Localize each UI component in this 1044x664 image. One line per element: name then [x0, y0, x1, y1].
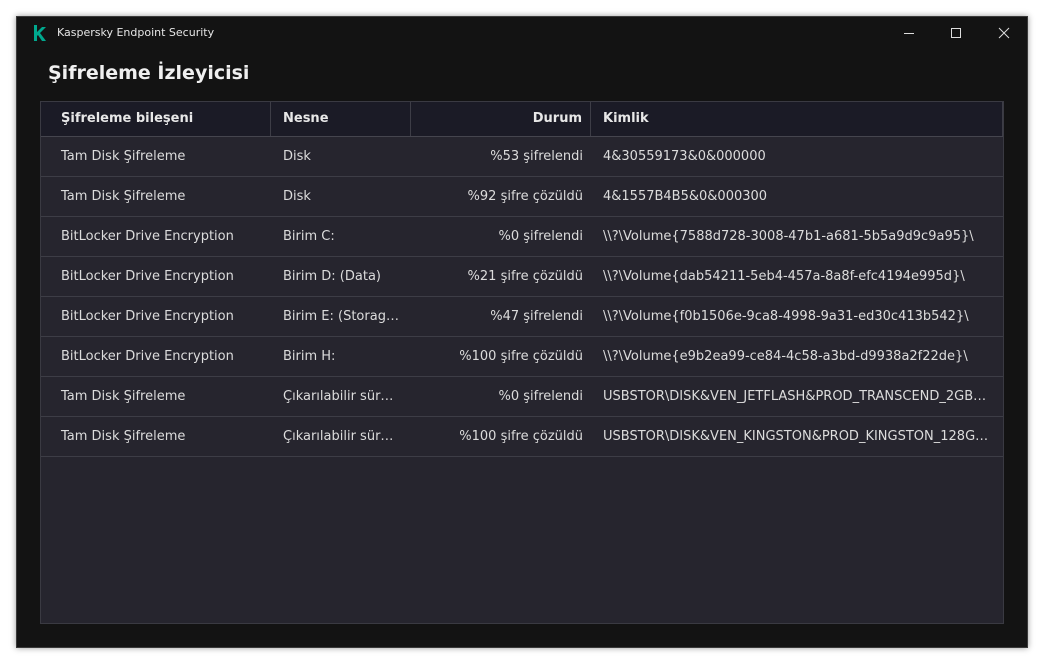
- column-header-id[interactable]: Kimlik: [591, 102, 1003, 136]
- column-header-object[interactable]: Nesne: [271, 102, 411, 136]
- cell-object: Çıkarılabilir sürücü: [283, 429, 405, 444]
- cell-id: \\?\Volume{e9b2ea99-ce84-4c58-a3bd-d9938…: [603, 349, 968, 364]
- cell-status: %100 şifre çözüldü: [459, 349, 583, 364]
- cell-object: Disk: [283, 189, 311, 204]
- minimize-icon: [904, 33, 914, 34]
- table-row[interactable]: BitLocker Drive Encryption Birim E: (Stor…: [41, 297, 1003, 337]
- page-title: Şifreleme İzleyicisi: [48, 62, 250, 84]
- table-row[interactable]: Tam Disk Şifreleme Çıkarılabilir sürücü %0…: [41, 377, 1003, 417]
- app-title: Kaspersky Endpoint Security: [57, 26, 215, 39]
- table-row[interactable]: BitLocker Drive Encryption Birim C: %0 şif…: [41, 217, 1003, 257]
- table-row[interactable]: Tam Disk Şifreleme Disk %92 şifre çözüldü 4…: [41, 177, 1003, 217]
- cell-status: %92 şifre çözüldü: [467, 189, 583, 204]
- cell-component: BitLocker Drive Encryption: [61, 269, 234, 284]
- cell-status: %47 şifrelendi: [490, 309, 583, 324]
- cell-id: \\?\Volume{f0b1506e-9ca8-4998-9a31-ed30c…: [603, 309, 969, 324]
- table-row[interactable]: BitLocker Drive Encryption Birim D: (Data…: [41, 257, 1003, 297]
- close-button[interactable]: [984, 21, 1024, 45]
- cell-status: %0 şifrelendi: [498, 229, 584, 244]
- app-window: Kaspersky Endpoint Security Şifreleme İz…: [16, 16, 1028, 648]
- minimize-button[interactable]: [889, 21, 929, 45]
- cell-status: %100 şifre çözüldü: [459, 429, 583, 444]
- cell-object: Birim D: (Data): [283, 269, 381, 284]
- kaspersky-logo-icon: [34, 25, 46, 41]
- maximize-button[interactable]: [936, 21, 976, 45]
- cell-object: Birim C:: [283, 229, 335, 244]
- cell-status: %0 şifrelendi: [498, 389, 584, 404]
- cell-object: Birim H:: [283, 349, 336, 364]
- cell-component: Tam Disk Şifreleme: [61, 389, 186, 404]
- cell-object: Disk: [283, 149, 311, 164]
- column-header-component[interactable]: Şifreleme bileşeni: [41, 102, 271, 136]
- cell-component: BitLocker Drive Encryption: [61, 349, 234, 364]
- cell-object: Çıkarılabilir sürücü: [283, 389, 405, 404]
- table-header: Şifreleme bileşeni Nesne Durum Kimlik: [41, 102, 1003, 137]
- cell-component: BitLocker Drive Encryption: [61, 229, 234, 244]
- cell-status: %21 şifre çözüldü: [467, 269, 583, 284]
- cell-id: USBSTOR\DISK&VEN_KINGSTON&PROD_KINGSTON_…: [603, 429, 1003, 444]
- close-icon: [998, 27, 1010, 39]
- cell-id: USBSTOR\DISK&VEN_JETFLASH&PROD_TRANSCEND…: [603, 389, 1003, 404]
- cell-id: \\?\Volume{7588d728-3008-47b1-a681-5b5a9…: [603, 229, 974, 244]
- cell-id: \\?\Volume{dab54211-5eb4-457a-8a8f-efc41…: [603, 269, 965, 284]
- encryption-table: Şifreleme bileşeni Nesne Durum Kimlik Ta…: [40, 101, 1004, 624]
- maximize-icon: [951, 28, 961, 38]
- cell-component: Tam Disk Şifreleme: [61, 429, 186, 444]
- cell-object: Birim E: (Storage): [283, 309, 400, 324]
- table-row[interactable]: BitLocker Drive Encryption Birim H: %100 ş…: [41, 337, 1003, 377]
- cell-id: 4&30559173&0&000000: [603, 149, 766, 164]
- cell-id: 4&1557B4B5&0&000300: [603, 189, 768, 204]
- column-header-status[interactable]: Durum: [411, 102, 591, 136]
- table-row[interactable]: Tam Disk Şifreleme Çıkarılabilir sürücü %1…: [41, 417, 1003, 457]
- table-body: Tam Disk Şifreleme Disk %53 şifrelendi 4&30…: [41, 137, 1003, 457]
- cell-component: Tam Disk Şifreleme: [61, 189, 186, 204]
- cell-component: Tam Disk Şifreleme: [61, 149, 186, 164]
- table-row[interactable]: Tam Disk Şifreleme Disk %53 şifrelendi 4&30…: [41, 137, 1003, 177]
- title-bar: Kaspersky Endpoint Security: [17, 17, 1027, 49]
- cell-component: BitLocker Drive Encryption: [61, 309, 234, 324]
- cell-status: %53 şifrelendi: [490, 149, 583, 164]
